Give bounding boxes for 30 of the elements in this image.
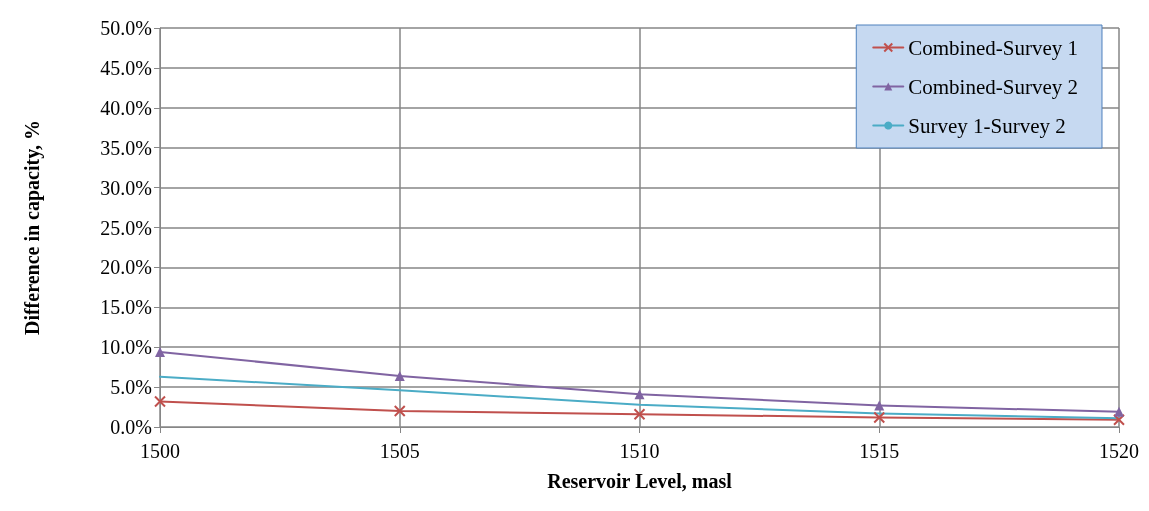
x-tick-label: 1510 (619, 440, 660, 462)
y-tick-label: 5.0% (110, 376, 152, 399)
point (874, 400, 885, 411)
y-tick-label: 40.0% (100, 96, 152, 119)
point (154, 395, 166, 408)
x-tick-label: 1500 (140, 440, 180, 462)
y-tick-label: 45.0% (100, 56, 152, 79)
point (633, 408, 646, 421)
y-tick-label: 25.0% (100, 216, 152, 239)
point (394, 370, 405, 381)
y-tick-label: 0.0% (110, 416, 152, 438)
y-tick-label: 10.0% (100, 336, 152, 359)
y-axis-title: Difference in capacity, % (21, 119, 44, 336)
y-tick-label: 50.0% (100, 17, 152, 39)
y-tick-label: 20.0% (100, 256, 152, 279)
point (873, 411, 886, 424)
x-tick-label: 1515 (859, 440, 900, 462)
legend-label: Combined-Survey 1 (908, 35, 1078, 60)
x-axis-title: Reservoir Level, masl (547, 470, 733, 492)
x-tick-label: 1505 (379, 440, 420, 462)
legend-label: Survey 1-Survey 2 (908, 113, 1066, 138)
y-tick-label: 35.0% (100, 136, 152, 159)
point (1114, 406, 1124, 417)
x-tick-label: 1520 (1099, 440, 1139, 462)
y-tick-label: 30.0% (100, 176, 152, 199)
point (393, 405, 406, 418)
legend-label: Combined-Survey 2 (908, 74, 1078, 99)
point (1113, 413, 1125, 426)
point (634, 389, 645, 400)
y-tick-label: 15.0% (100, 296, 152, 319)
